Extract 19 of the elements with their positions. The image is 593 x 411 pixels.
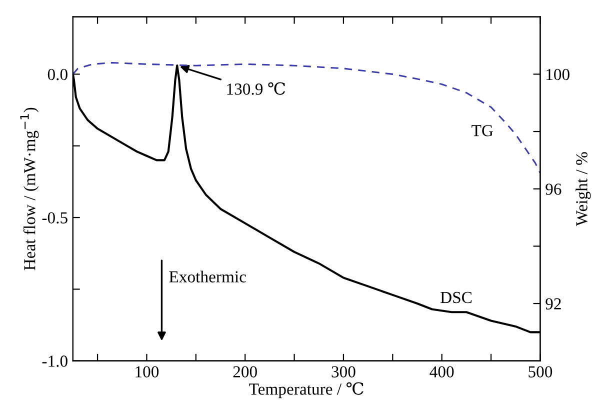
x-tick-label: 100 [136,366,159,378]
y2-tick-label: 100 [546,68,570,80]
x-tick-label: 200 [233,366,257,378]
y-tick-label: -1.0 [42,356,68,367]
y-axis-title: Heat flow / (mW·mg$^{−1}$) [20,108,39,270]
y-tick-label: 0.0 [48,68,68,80]
x-axis-title: Temperature / ℃ [249,382,364,398]
y2-axis-title: Weight / % [576,152,591,226]
x-tick-label: 400 [430,366,454,378]
y2-tick-label: 92 [546,298,561,310]
y2-tick-label: 96 [546,184,562,195]
x-tick-label: 500 [528,366,552,378]
line-series [72,62,540,174]
annotation: Exothermic [169,270,246,282]
annotation: 130.9 ℃ [227,82,286,95]
annotation: TG [472,125,493,136]
x-tick-label: 300 [332,366,356,378]
y-tick-label: -0.5 [42,212,68,224]
annotation: DSC [440,292,472,304]
